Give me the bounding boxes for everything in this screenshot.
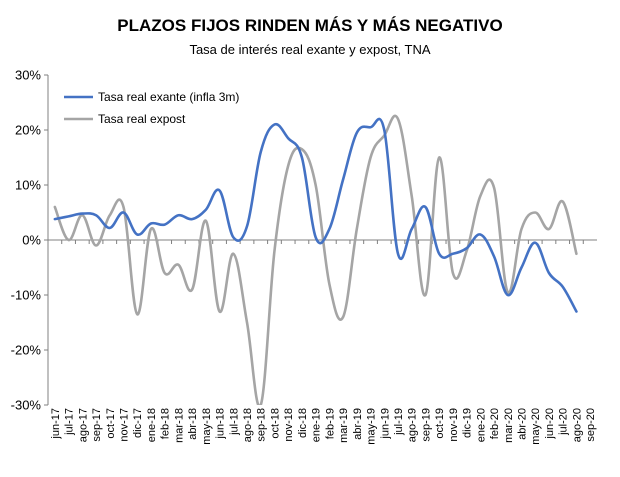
x-tick-label: ene-19 [311, 408, 323, 442]
x-tick-label: dic-18 [297, 408, 309, 438]
y-tick-label: -30% [11, 398, 42, 413]
x-tick-label: abr-19 [352, 408, 364, 440]
y-tick-label: 20% [15, 123, 41, 138]
y-tick-label: -10% [11, 288, 42, 303]
x-tick-label: may-18 [201, 408, 213, 445]
x-tick-label: dic-17 [132, 408, 144, 438]
chart-title: PLAZOS FIJOS RINDEN MÁS Y MÁS NEGATIVO [117, 16, 502, 35]
x-tick-label: jul-18 [228, 408, 240, 436]
x-tick-label: ene-20 [475, 408, 487, 442]
y-tick-label: 30% [15, 68, 41, 83]
chart-subtitle: Tasa de interés real exante y expost, TN… [189, 42, 430, 57]
x-tick-label: nov-18 [283, 408, 295, 442]
series-line-exante [53, 117, 578, 313]
legend-label: Tasa real exante (infla 3m) [98, 90, 239, 104]
x-tick-label: ago-17 [77, 408, 89, 442]
x-tick-label: jul-19 [393, 408, 405, 436]
y-tick-label: 10% [15, 178, 41, 193]
x-tick-label: ago-19 [407, 408, 419, 442]
x-tick-label: jun-19 [379, 408, 391, 440]
x-tick-label: oct-19 [434, 408, 446, 439]
x-tick-label: dic-19 [462, 408, 474, 438]
x-tick-label: feb-19 [324, 408, 336, 439]
x-tick-label: abr-18 [187, 408, 199, 440]
x-tick-label: sep-19 [420, 408, 432, 442]
x-tick-label: abr-20 [517, 408, 529, 440]
axes: -30%-20%-10%0%10%20%30%jun-17 jul-17 ago-1… [11, 68, 597, 445]
x-tick-label: feb-18 [160, 408, 172, 439]
x-tick-label: nov-19 [448, 408, 460, 442]
x-tick-label: mar-20 [503, 408, 515, 443]
x-tick-label: jul-20 [558, 408, 570, 436]
x-tick-label: sep-18 [256, 408, 268, 442]
y-tick-label: 0% [22, 233, 41, 248]
x-tick-label: sep-20 [585, 408, 597, 442]
x-tick-label: jun-18 [215, 408, 227, 440]
x-tick-label: may-19 [366, 408, 378, 445]
legend-label: Tasa real expost [98, 112, 186, 126]
x-tick-label: jul-17 [64, 408, 76, 436]
x-tick-label: ago-20 [571, 408, 583, 442]
x-tick-label: oct-17 [105, 408, 117, 439]
x-tick-label: sep-17 [91, 408, 103, 442]
x-tick-label: nov-17 [118, 408, 130, 442]
x-tick-label: jun-17 [50, 408, 62, 440]
x-tick-label: feb-20 [489, 408, 501, 439]
x-tick-label: mar-19 [338, 408, 350, 443]
x-tick-label: jun-20 [544, 408, 556, 440]
x-tick-label: may-20 [530, 408, 542, 445]
series-group [53, 114, 578, 405]
x-tick-label: oct-18 [269, 408, 281, 439]
x-tick-label: ene-18 [146, 408, 158, 442]
y-tick-label: -20% [11, 343, 42, 358]
series-line-expost [53, 114, 578, 405]
x-tick-label: mar-18 [173, 408, 185, 443]
x-tick-label: ago-18 [242, 408, 254, 442]
legend: Tasa real exante (infla 3m) Tasa real exp… [64, 90, 239, 126]
